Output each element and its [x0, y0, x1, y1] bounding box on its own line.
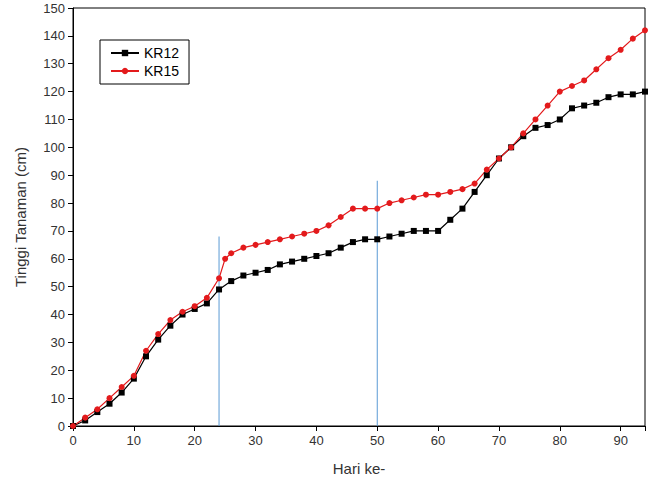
svg-text:Tinggi Tanaman (cm): Tinggi Tanaman (cm): [12, 147, 29, 287]
svg-text:70: 70: [51, 223, 65, 238]
svg-text:120: 120: [43, 84, 65, 99]
svg-text:0: 0: [69, 433, 76, 448]
svg-text:KR15: KR15: [144, 63, 179, 79]
svg-text:90: 90: [51, 168, 65, 183]
svg-text:80: 80: [51, 196, 65, 211]
svg-text:50: 50: [370, 433, 384, 448]
svg-text:0: 0: [58, 419, 65, 434]
svg-text:150: 150: [43, 1, 65, 16]
svg-text:20: 20: [187, 433, 201, 448]
svg-text:60: 60: [51, 251, 65, 266]
svg-text:100: 100: [43, 140, 65, 155]
svg-text:10: 10: [51, 391, 65, 406]
svg-text:80: 80: [553, 433, 567, 448]
svg-text:50: 50: [51, 279, 65, 294]
svg-text:30: 30: [51, 335, 65, 350]
svg-text:20: 20: [51, 363, 65, 378]
svg-text:130: 130: [43, 56, 65, 71]
svg-text:70: 70: [492, 433, 506, 448]
svg-text:140: 140: [43, 28, 65, 43]
svg-text:90: 90: [613, 433, 627, 448]
svg-text:30: 30: [248, 433, 262, 448]
svg-text:10: 10: [127, 433, 141, 448]
svg-text:KR12: KR12: [144, 45, 179, 61]
svg-text:40: 40: [51, 307, 65, 322]
svg-text:Hari ke-: Hari ke-: [333, 460, 386, 477]
svg-text:60: 60: [431, 433, 445, 448]
svg-text:110: 110: [44, 112, 65, 127]
svg-text:40: 40: [309, 433, 323, 448]
